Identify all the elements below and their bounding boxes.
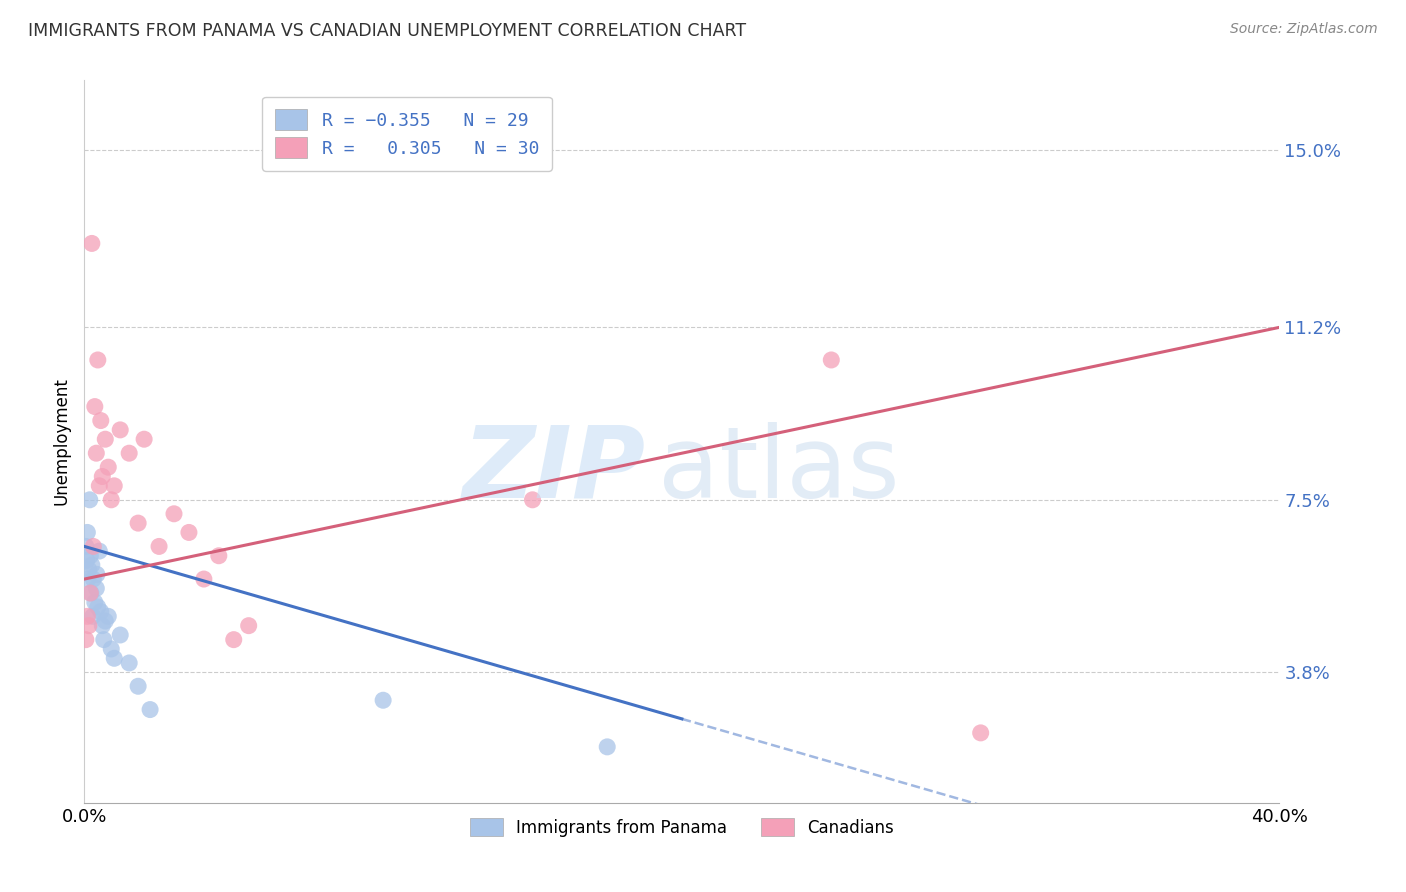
Point bbox=[83, 595, 105, 609]
Point bbox=[77, 572, 100, 586]
Point bbox=[79, 586, 101, 600]
Point bbox=[77, 618, 100, 632]
Point bbox=[148, 540, 170, 554]
Point bbox=[89, 544, 111, 558]
Point bbox=[103, 651, 125, 665]
Point bbox=[94, 432, 117, 446]
Point bbox=[97, 609, 120, 624]
Point bbox=[139, 702, 162, 716]
Point bbox=[83, 400, 105, 414]
Point bbox=[80, 236, 103, 251]
Point bbox=[373, 693, 395, 707]
Point bbox=[80, 586, 103, 600]
Point bbox=[222, 632, 245, 647]
Legend: Immigrants from Panama, Canadians: Immigrants from Panama, Canadians bbox=[461, 810, 903, 845]
Point bbox=[82, 572, 104, 586]
Point bbox=[75, 540, 97, 554]
Y-axis label: Unemployment: Unemployment bbox=[52, 377, 70, 506]
Point bbox=[132, 432, 156, 446]
Point bbox=[127, 516, 149, 530]
Point bbox=[970, 726, 993, 740]
Point bbox=[76, 553, 98, 567]
Point bbox=[90, 413, 112, 427]
Point bbox=[193, 572, 215, 586]
Text: Source: ZipAtlas.com: Source: ZipAtlas.com bbox=[1230, 22, 1378, 37]
Point bbox=[86, 567, 108, 582]
Point bbox=[94, 614, 117, 628]
Point bbox=[77, 563, 100, 577]
Point bbox=[100, 492, 122, 507]
Text: IMMIGRANTS FROM PANAMA VS CANADIAN UNEMPLOYMENT CORRELATION CHART: IMMIGRANTS FROM PANAMA VS CANADIAN UNEMP… bbox=[28, 22, 747, 40]
Text: atlas: atlas bbox=[658, 422, 900, 519]
Point bbox=[82, 609, 104, 624]
Point bbox=[596, 739, 619, 754]
Point bbox=[80, 558, 103, 572]
Point bbox=[127, 679, 149, 693]
Point bbox=[79, 492, 101, 507]
Point bbox=[110, 423, 132, 437]
Point bbox=[522, 492, 544, 507]
Point bbox=[91, 469, 114, 483]
Point bbox=[82, 540, 104, 554]
Point bbox=[86, 446, 108, 460]
Point bbox=[89, 479, 111, 493]
Point bbox=[110, 628, 132, 642]
Point bbox=[79, 549, 101, 563]
Point bbox=[93, 632, 115, 647]
Point bbox=[118, 446, 141, 460]
Point bbox=[76, 525, 98, 540]
Point bbox=[86, 582, 108, 596]
Point bbox=[87, 353, 110, 368]
Text: ZIP: ZIP bbox=[463, 422, 647, 519]
Point bbox=[76, 609, 98, 624]
Point bbox=[208, 549, 231, 563]
Point bbox=[75, 632, 97, 647]
Point bbox=[177, 525, 200, 540]
Point bbox=[118, 656, 141, 670]
Point bbox=[163, 507, 186, 521]
Point bbox=[100, 642, 122, 657]
Point bbox=[90, 605, 112, 619]
Point bbox=[91, 618, 114, 632]
Point bbox=[820, 353, 842, 368]
Point bbox=[103, 479, 125, 493]
Point bbox=[97, 460, 120, 475]
Point bbox=[238, 618, 260, 632]
Point bbox=[87, 600, 110, 615]
